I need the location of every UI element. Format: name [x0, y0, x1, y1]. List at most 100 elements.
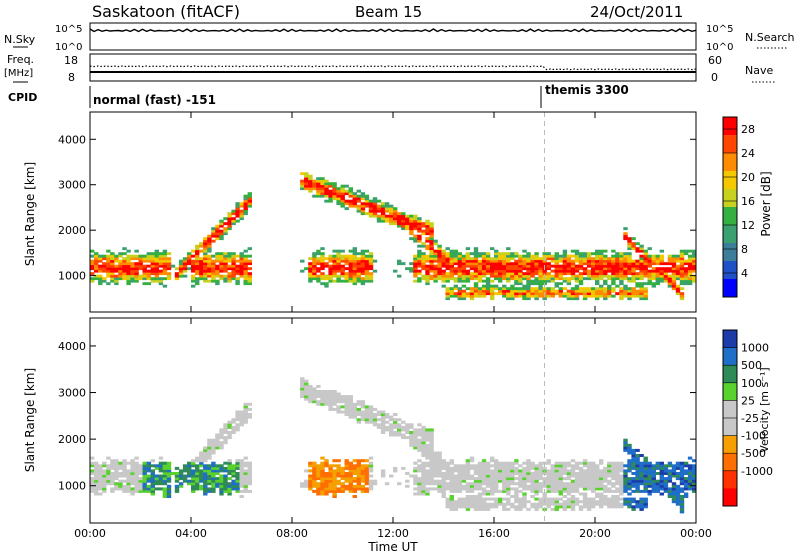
- heatmap-cell: [465, 252, 471, 256]
- heatmap-cell: [522, 479, 527, 483]
- heatmap-cell: [211, 474, 216, 478]
- heatmap-cell: [219, 252, 224, 256]
- heatmap-cell: [421, 232, 426, 236]
- heatmap-cell: [425, 282, 430, 286]
- heatmap-cell: [203, 469, 208, 473]
- heatmap-cell: [506, 289, 511, 293]
- heatmap-cell: [578, 292, 584, 296]
- heatmap-cell: [502, 474, 507, 478]
- heatmap-cell: [328, 405, 333, 409]
- heatmap-cell: [675, 264, 681, 268]
- heatmap-cell: [324, 194, 329, 198]
- heatmap-cell: [510, 505, 515, 509]
- heatmap-cell: [534, 489, 539, 493]
- heatmap-cell: [320, 487, 325, 491]
- heatmap-cell: [389, 217, 394, 221]
- heatmap-cell: [457, 464, 462, 468]
- heatmap-cell: [122, 272, 127, 276]
- heatmap-cell: [154, 277, 159, 281]
- heatmap-cell: [425, 443, 430, 447]
- heatmap-cell: [526, 474, 531, 478]
- heatmap-cell: [603, 297, 608, 301]
- heatmap-cell: [308, 182, 313, 186]
- heatmap-cell: [631, 289, 636, 293]
- heatmap-cell: [340, 279, 345, 283]
- heatmap-cell: [227, 274, 232, 278]
- heatmap-cell: [437, 269, 442, 273]
- heatmap-cell: [639, 269, 644, 273]
- heatmap-cell: [195, 464, 200, 468]
- heatmap-cell: [340, 264, 345, 268]
- heatmap-cell: [578, 264, 584, 268]
- heatmap-cell: [514, 492, 519, 496]
- heatmap-cell: [300, 384, 305, 388]
- heatmap-cell: [586, 461, 592, 465]
- heatmap-cell: [142, 466, 147, 470]
- heatmap-cell: [425, 274, 430, 278]
- heatmap-cell: [623, 232, 628, 236]
- heatmap-cell: [344, 199, 349, 203]
- heatmap-cell: [195, 459, 200, 463]
- heatmap-cell: [546, 262, 551, 266]
- heatmap-cell: [635, 474, 640, 478]
- heatmap-cell: [393, 413, 398, 416]
- heatmap-cell: [530, 262, 535, 266]
- heatmap-cell: [570, 274, 576, 278]
- heatmap-cell: [599, 482, 604, 486]
- heatmap-cell: [348, 487, 353, 491]
- heatmap-cell: [243, 469, 248, 473]
- heatmap-cell: [498, 474, 503, 478]
- heatmap-cell: [595, 477, 600, 481]
- heatmap-cell: [114, 274, 119, 278]
- heatmap-cell: [364, 472, 370, 475]
- heatmap-cell: [336, 189, 341, 193]
- heatmap-cell: [607, 289, 612, 293]
- heatmap-cell: [429, 479, 434, 483]
- heatmap-cell: [364, 482, 370, 486]
- heatmap-cell: [671, 492, 677, 496]
- heatmap-cell: [130, 264, 135, 268]
- heatmap-cell: [397, 425, 402, 429]
- heatmap-cell: [449, 269, 454, 273]
- heatmap-cell: [534, 505, 539, 509]
- heatmap-cell: [659, 474, 664, 478]
- heatmap-cell: [526, 284, 531, 288]
- heatmap-cell: [611, 294, 616, 298]
- heatmap-cell: [211, 232, 216, 236]
- heatmap-cell: [308, 384, 313, 388]
- heatmap-cell: [603, 489, 608, 493]
- heatmap-cell: [502, 287, 507, 291]
- heatmap-cell: [441, 489, 446, 493]
- heatmap-cell: [679, 287, 685, 291]
- heatmap-cell: [433, 254, 438, 258]
- heatmap-cell: [195, 249, 200, 253]
- heatmap-cell: [595, 297, 600, 301]
- heatmap-cell: [162, 272, 168, 276]
- heatmap-cell: [142, 469, 147, 473]
- heatmap-cell: [360, 474, 366, 478]
- heatmap-cell: [562, 477, 568, 481]
- heatmap-cell: [207, 469, 212, 473]
- heatmap-cell: [546, 277, 551, 281]
- heatmap-cell: [134, 461, 139, 465]
- heatmap-cell: [623, 277, 628, 281]
- heatmap-cell: [384, 420, 390, 424]
- heatmap-cell: [485, 469, 491, 473]
- heatmap-cell: [494, 474, 499, 478]
- heatmap-cell: [595, 254, 600, 258]
- heatmap-cell: [611, 497, 616, 501]
- heatmap-cell: [352, 272, 357, 276]
- heatmap-cell: [449, 287, 454, 291]
- heatmap-cell: [453, 484, 458, 488]
- heatmap-cell: [481, 489, 487, 493]
- heatmap-cell: [219, 224, 224, 228]
- heatmap-cell: [235, 267, 240, 271]
- heatmap-cell: [102, 264, 107, 268]
- heatmap-cell: [235, 477, 240, 481]
- heatmap-cell: [110, 461, 115, 465]
- heatmap-cell: [429, 474, 434, 478]
- heatmap-cell: [203, 264, 208, 268]
- heatmap-cell: [599, 259, 604, 263]
- heatmap-cell: [150, 254, 155, 258]
- heatmap-cell: [465, 272, 471, 276]
